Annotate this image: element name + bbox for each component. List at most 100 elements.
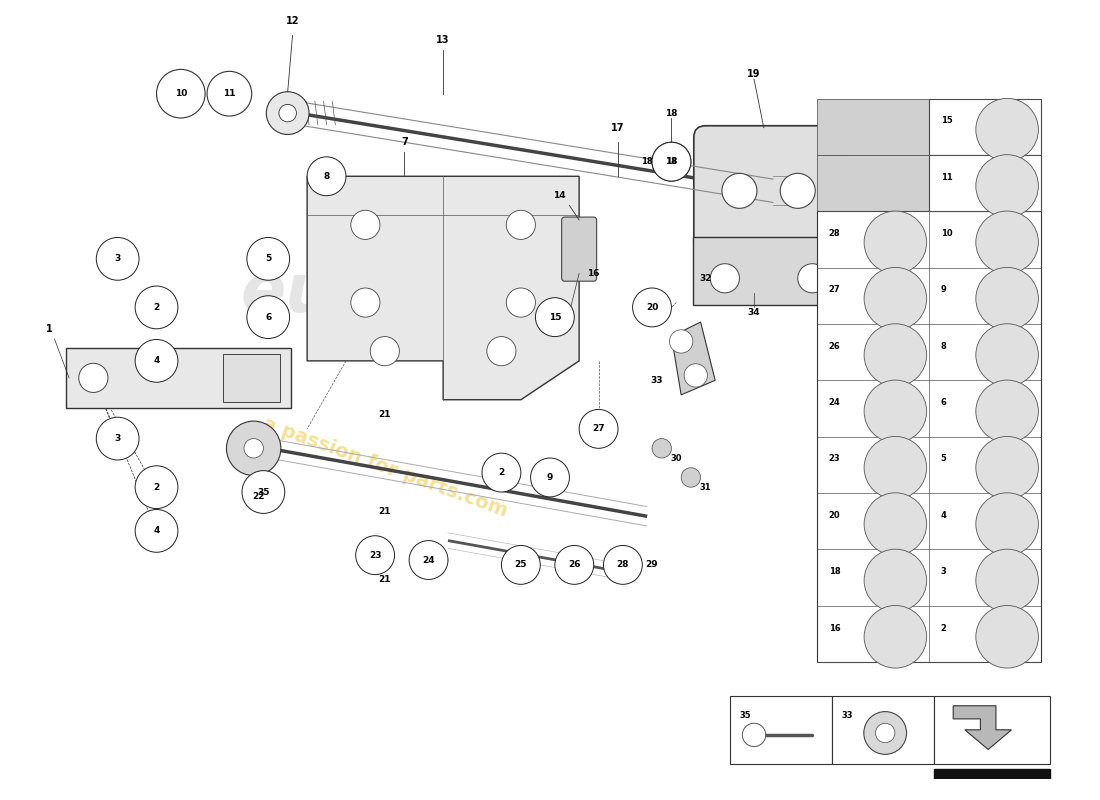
Circle shape [355,536,395,574]
Text: 7: 7 [400,138,408,147]
Circle shape [135,466,178,509]
Text: 4: 4 [940,511,946,520]
Circle shape [976,154,1038,218]
Polygon shape [954,706,1012,750]
Circle shape [865,267,926,330]
Circle shape [976,211,1038,274]
Circle shape [652,142,691,181]
FancyBboxPatch shape [562,217,596,281]
Circle shape [351,210,380,239]
Text: 35: 35 [257,487,270,497]
Text: 10: 10 [940,229,953,238]
Text: 2: 2 [940,623,946,633]
Text: 6: 6 [940,398,946,407]
Text: 16: 16 [828,623,840,633]
Circle shape [681,468,701,487]
Text: 4: 4 [153,356,159,366]
Text: 18: 18 [667,157,676,166]
Circle shape [864,711,906,754]
Circle shape [604,546,642,584]
Circle shape [722,174,757,208]
Text: 5: 5 [940,454,946,463]
Circle shape [135,339,178,382]
Text: 33: 33 [842,710,852,720]
Text: 419 02: 419 02 [968,789,1016,800]
Text: 18: 18 [666,109,678,118]
Text: 6: 6 [265,313,272,322]
Circle shape [876,723,895,742]
Circle shape [976,324,1038,386]
Text: 20: 20 [828,511,840,520]
FancyBboxPatch shape [817,98,928,155]
Circle shape [246,296,289,338]
Text: 20: 20 [646,303,658,312]
Text: 13: 13 [437,35,450,46]
FancyBboxPatch shape [693,237,845,306]
Text: 23: 23 [828,454,840,463]
Text: eurocars: eurocars [240,260,569,326]
Circle shape [482,453,521,492]
Circle shape [579,410,618,448]
Text: 23: 23 [368,550,382,560]
Text: 15: 15 [549,313,561,322]
FancyBboxPatch shape [729,696,832,764]
Circle shape [246,238,289,280]
Circle shape [865,606,926,668]
Text: 16: 16 [587,269,600,278]
Text: 26: 26 [568,560,581,570]
Text: 5: 5 [265,254,272,263]
Circle shape [976,606,1038,668]
Circle shape [307,157,346,196]
Text: 15: 15 [940,116,953,126]
FancyBboxPatch shape [832,696,934,764]
Circle shape [976,437,1038,499]
Polygon shape [307,176,579,400]
Text: 21: 21 [378,507,392,516]
Text: 35: 35 [739,710,751,720]
Circle shape [632,288,671,327]
Text: 30: 30 [671,454,682,462]
Text: 21: 21 [378,575,392,584]
Circle shape [976,549,1038,612]
Circle shape [227,421,280,475]
Circle shape [79,363,108,393]
Text: 27: 27 [592,424,605,434]
Circle shape [670,330,693,353]
Circle shape [506,210,536,239]
Text: 18: 18 [641,157,653,166]
Circle shape [371,337,399,366]
Text: 34: 34 [748,308,760,317]
Circle shape [536,298,574,337]
Circle shape [97,238,139,280]
Text: 14: 14 [553,191,566,200]
Text: 3: 3 [114,434,121,443]
Circle shape [244,438,263,458]
Circle shape [554,546,594,584]
Polygon shape [671,322,715,395]
FancyBboxPatch shape [694,126,844,256]
Text: 24: 24 [828,398,840,407]
Text: 2: 2 [153,303,159,312]
FancyBboxPatch shape [817,211,1041,662]
Circle shape [976,380,1038,442]
Circle shape [135,510,178,552]
Text: 29: 29 [646,560,658,570]
Text: 11: 11 [223,89,235,98]
Circle shape [207,71,252,116]
Text: 32: 32 [700,274,712,282]
Text: a passion for parts.com: a passion for parts.com [260,414,510,521]
Circle shape [97,418,139,460]
Circle shape [242,470,285,514]
Circle shape [865,549,926,612]
Circle shape [865,437,926,499]
Text: 28: 28 [828,229,840,238]
Text: 25: 25 [515,560,527,570]
Circle shape [865,324,926,386]
Text: 10: 10 [175,89,187,98]
Text: 12: 12 [286,16,299,26]
Circle shape [506,288,536,317]
Circle shape [530,458,570,497]
Text: 18: 18 [828,567,840,576]
FancyBboxPatch shape [928,155,1041,211]
Circle shape [865,211,926,274]
